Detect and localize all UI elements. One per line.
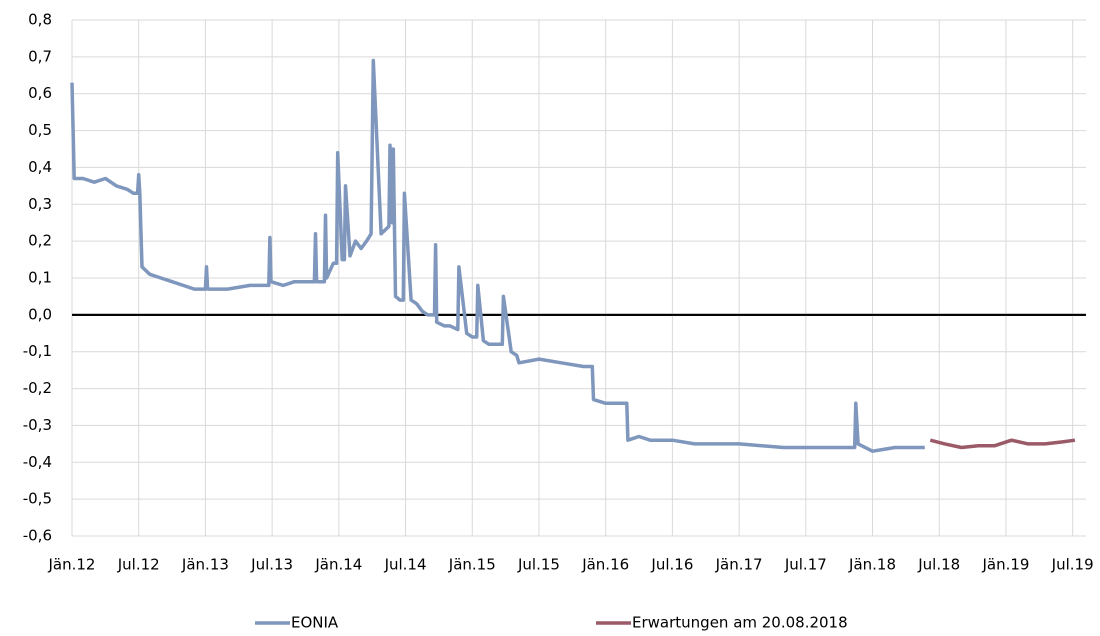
y-tick-label: -0,4 (23, 453, 52, 471)
x-tick-label: Jul.12 (117, 556, 160, 574)
y-tick-label: -0,5 (23, 490, 52, 508)
y-tick-label: 0,8 (28, 11, 52, 29)
y-tick-label: -0,2 (23, 379, 52, 397)
series-line (70, 58, 925, 453)
y-tick-label: -0,6 (23, 527, 52, 545)
y-tick-label: -0,1 (23, 342, 52, 360)
x-tick-label: Jän.16 (581, 556, 629, 574)
y-tick-label: 0,1 (28, 269, 52, 287)
x-tick-label: Jul.17 (784, 556, 827, 574)
x-tick-label: Jän.12 (48, 556, 96, 574)
legend-label: EONIA (291, 614, 339, 632)
x-tick-label: Jul.18 (917, 556, 960, 574)
y-tick-label: -0,3 (23, 416, 52, 434)
y-tick-label: 0,3 (28, 195, 52, 213)
y-tick-label: 0,6 (28, 84, 52, 102)
x-tick-label: Jul.19 (1051, 556, 1094, 574)
x-tick-label: Jul.16 (650, 556, 693, 574)
y-tick-label: 0,5 (28, 121, 52, 139)
y-tick-label: 0,7 (28, 47, 52, 65)
y-tick-label: 0,2 (28, 232, 52, 250)
x-tick-label: Jul.14 (384, 556, 427, 574)
x-tick-label: Jän.17 (715, 556, 763, 574)
x-tick-label: Jän.15 (448, 556, 496, 574)
y-tick-label: 0,0 (28, 305, 52, 323)
y-tick-label: 0,4 (28, 158, 52, 176)
x-tick-label: Jän.13 (181, 556, 229, 574)
legend-label: Erwartungen am 20.08.2018 (632, 614, 848, 632)
x-tick-label: Jän.14 (314, 556, 362, 574)
x-tick-label: Jän.19 (981, 556, 1029, 574)
x-tick-label: Jul.15 (517, 556, 560, 574)
series-line (929, 438, 1076, 450)
x-tick-label: Jän.18 (848, 556, 896, 574)
x-tick-label: Jul.13 (250, 556, 293, 574)
